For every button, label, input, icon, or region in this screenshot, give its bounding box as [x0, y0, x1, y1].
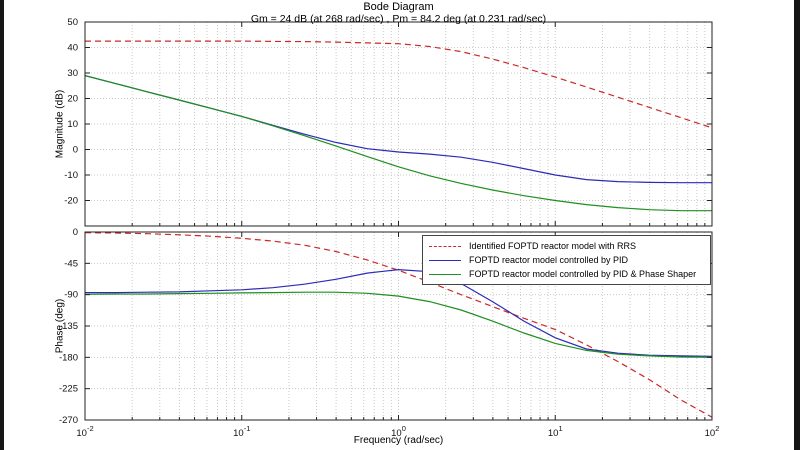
svg-text:0: 0: [73, 227, 78, 238]
svg-text:-225: -225: [59, 384, 78, 395]
svg-text:100: 100: [391, 424, 406, 439]
svg-text:101: 101: [548, 424, 563, 439]
figure-title: Bode Diagram: [363, 1, 434, 13]
svg-text:-20: -20: [64, 196, 78, 207]
blue-solid-line-sample: [429, 259, 461, 261]
svg-text:40: 40: [67, 43, 78, 54]
figure-subtitle: Gm = 24 dB (at 268 rad/sec) , Pm = 84.2 …: [250, 13, 547, 25]
svg-text:50: 50: [67, 17, 78, 28]
svg-text:-270: -270: [59, 415, 78, 426]
svg-text:30: 30: [67, 68, 78, 79]
svg-text:-10: -10: [64, 170, 78, 181]
legend-item: FOPTD reactor model controlled by PID: [423, 253, 710, 267]
legend-item-label: FOPTD reactor model controlled by PID: [469, 255, 629, 265]
frequency-axis-label: Frequency (rad/sec): [353, 435, 444, 446]
red-dashed-line-sample: [429, 245, 461, 247]
svg-text:20: 20: [67, 94, 78, 105]
right-edge-bar: [794, 0, 800, 450]
svg-text:10-1: 10-1: [233, 424, 250, 439]
legend-item: FOPTD reactor model controlled by PID & …: [423, 267, 710, 281]
svg-text:102: 102: [705, 424, 720, 439]
svg-text:-180: -180: [59, 352, 78, 363]
svg-text:-45: -45: [64, 258, 78, 269]
svg-text:10-2: 10-2: [76, 424, 93, 439]
magnitude-axis-label: Magnitude (dB): [54, 89, 66, 159]
svg-text:-90: -90: [64, 290, 78, 301]
green-solid-line-sample: [429, 273, 461, 275]
legend-item: Identified FOPTD reactor model with RRS: [423, 239, 710, 253]
legend-item-label: FOPTD reactor model controlled by PID & …: [469, 269, 697, 279]
svg-text:0: 0: [73, 145, 78, 156]
svg-text:10: 10: [67, 119, 78, 130]
legend: Identified FOPTD reactor model with RRS …: [422, 235, 711, 285]
left-edge-bar: [0, 0, 4, 450]
svg-text:-135: -135: [59, 321, 78, 332]
legend-item-label: Identified FOPTD reactor model with RRS: [469, 241, 637, 251]
phase-axis-label: Phase (deg): [54, 298, 66, 354]
